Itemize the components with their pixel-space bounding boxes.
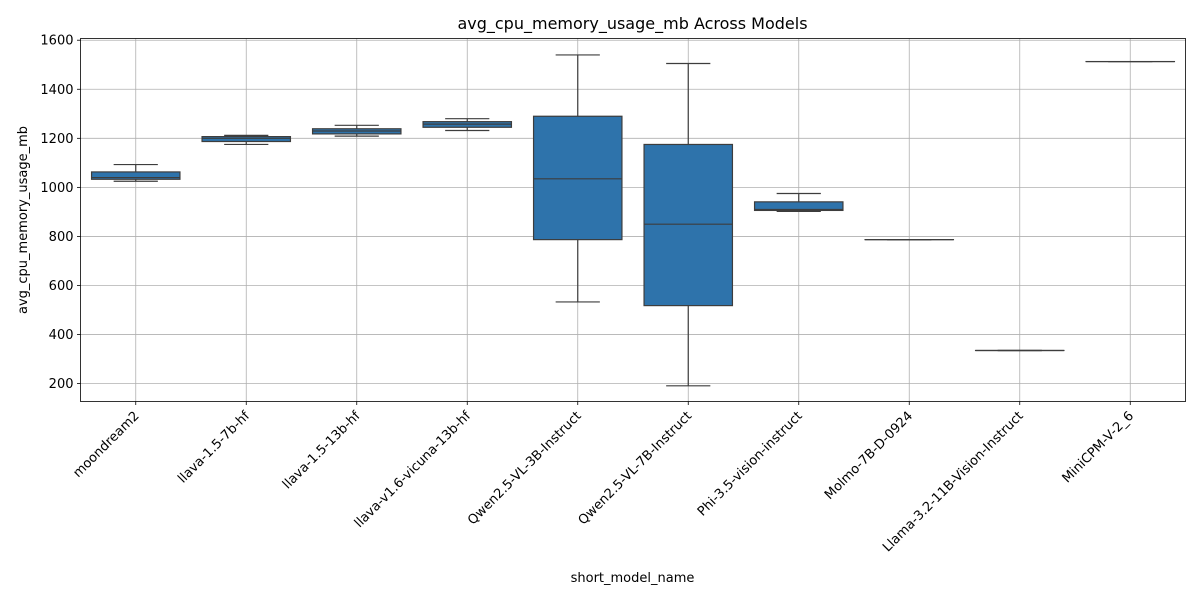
x-axis-label: short_model_name xyxy=(571,571,695,586)
y-tick-label: 200 xyxy=(49,377,74,392)
box-body xyxy=(644,144,732,305)
box-body xyxy=(92,172,180,179)
y-tick-label: 600 xyxy=(49,279,74,294)
box-body xyxy=(534,116,622,239)
y-tick-label: 1200 xyxy=(40,132,73,147)
box-body xyxy=(202,137,290,142)
y-tick-label: 800 xyxy=(49,230,74,245)
y-tick-label: 400 xyxy=(49,328,74,343)
y-tick-label: 1000 xyxy=(40,181,73,196)
y-tick-label: 1400 xyxy=(40,83,73,98)
y-axis-label: avg_cpu_memory_usage_mb xyxy=(16,126,31,314)
chart-title: avg_cpu_memory_usage_mb Across Models xyxy=(457,14,807,34)
y-tick-label: 1600 xyxy=(40,34,73,49)
